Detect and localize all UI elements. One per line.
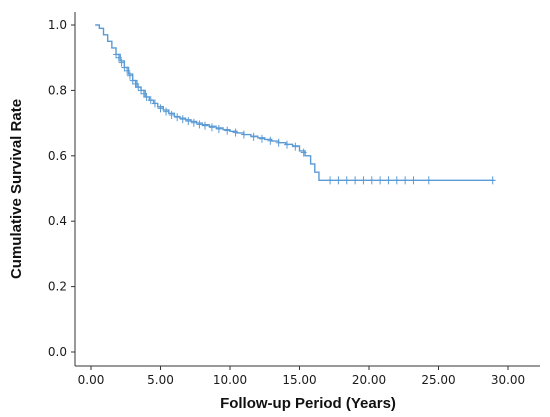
censor-mark [201,121,208,130]
x-tick-label: 25.00 [421,373,455,387]
x-tick-label: 30.00 [491,373,525,387]
y-tick-label: 0.0 [48,345,67,359]
censor-mark [343,176,350,185]
censor-mark [292,142,299,151]
axes [74,12,540,367]
x-tick-label: 10.00 [213,373,247,387]
censor-mark [327,176,334,185]
y-tick-label: 0.4 [48,214,67,228]
censor-mark [283,140,290,149]
censor-mark [425,176,432,185]
censor-mark [157,104,164,113]
censor-mark [132,79,139,88]
censor-mark [124,66,131,75]
censor-mark [232,128,239,137]
censor-mark [300,148,307,157]
censor-mark [224,126,231,135]
censor-mark [360,176,367,185]
censor-mark [126,71,133,80]
censor-mark [368,176,375,185]
censor-mark [250,132,257,141]
censor-mark [151,99,158,108]
y-tick-label: 0.8 [48,83,67,97]
censor-mark [258,134,265,143]
censor-mark [115,53,122,62]
censor-mark [377,176,384,185]
censor-mark [143,92,150,101]
censor-mark [196,120,203,129]
censor-mark [352,176,359,185]
censor-mark [267,136,274,145]
x-tick-label: 15.00 [282,373,316,387]
censor-mark [402,176,409,185]
censor-mark [140,89,147,98]
y-ticks: 0.0 0.2 0.4 0.6 0.8 1.0 [48,18,75,359]
censor-mark [215,124,222,133]
censor-mark [185,117,192,126]
censor-mark [489,176,496,185]
censor-mark [163,107,170,116]
censor-mark [135,83,142,92]
censor-mark [147,96,154,105]
y-axis-title: Cumulative Survival Rate [8,99,25,279]
y-tick-label: 0.2 [48,280,67,294]
censor-mark [179,115,186,124]
x-ticks: 0.00 5.00 10.00 15.00 20.00 25.00 30.00 [78,366,525,387]
censor-mark [275,138,282,147]
plot-area [95,24,496,185]
censor-mark [118,58,125,67]
censor-mark [385,176,392,185]
censor-mark [174,113,181,122]
x-tick-label: 0.00 [78,373,105,387]
y-tick-label: 0.6 [48,149,67,163]
x-axis-title: Follow-up Period (Years) [220,395,396,412]
censor-mark [240,130,247,139]
censor-mark [208,123,215,132]
censor-mark [129,76,136,85]
censor-mark [393,176,400,185]
censor-mark [335,176,342,185]
y-tick-label: 1.0 [48,18,67,32]
censor-mark [168,110,175,119]
censor-mark [190,118,197,127]
censor-mark [121,63,128,72]
x-tick-label: 20.00 [352,373,386,387]
censor-mark [138,86,145,95]
x-tick-label: 5.00 [147,373,174,387]
censor-mark [410,176,417,185]
censor-mark [113,50,120,59]
